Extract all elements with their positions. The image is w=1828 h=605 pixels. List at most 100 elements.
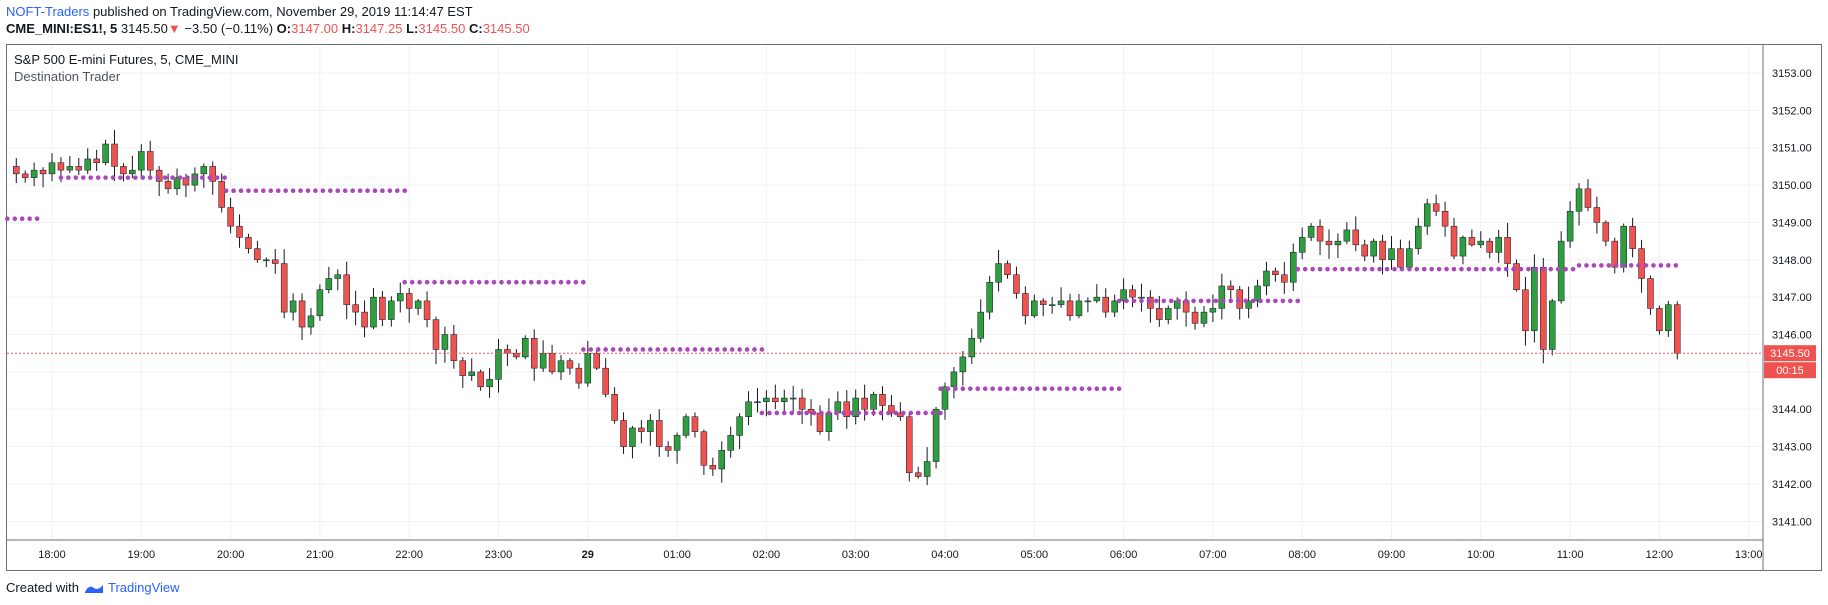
candle-body[interactable] <box>557 360 565 373</box>
candle-body[interactable] <box>30 169 38 178</box>
candle-body[interactable] <box>1441 210 1449 227</box>
candle-body[interactable] <box>146 151 154 171</box>
candle-body[interactable] <box>1477 240 1485 246</box>
candle-body[interactable] <box>629 427 636 447</box>
candle-body[interactable] <box>1298 237 1306 253</box>
candle-body[interactable] <box>932 408 940 462</box>
candle-body[interactable] <box>1048 304 1056 306</box>
candle-body[interactable] <box>923 461 931 477</box>
candle-body[interactable] <box>397 293 404 302</box>
candle-body[interactable] <box>334 274 342 279</box>
candle-body[interactable] <box>566 360 574 369</box>
candle-body[interactable] <box>995 263 1002 283</box>
candle-body[interactable] <box>209 166 216 182</box>
candle-body[interactable] <box>66 166 74 171</box>
candle-body[interactable] <box>575 367 583 384</box>
candle-body[interactable] <box>825 412 833 432</box>
candle-body[interactable] <box>1334 240 1342 246</box>
candle-body[interactable] <box>1584 188 1592 208</box>
candle-body[interactable] <box>129 169 136 175</box>
candle-body[interactable] <box>718 450 725 470</box>
candle-body[interactable] <box>1620 225 1627 268</box>
candle-body[interactable] <box>638 427 645 432</box>
candle-body[interactable] <box>1548 300 1556 350</box>
candle-body[interactable] <box>968 338 976 358</box>
candle-body[interactable] <box>593 352 600 369</box>
candle-body[interactable] <box>1647 278 1654 309</box>
candle-body[interactable] <box>1165 308 1172 320</box>
candle-body[interactable] <box>1236 289 1243 309</box>
candle-body[interactable] <box>370 296 377 328</box>
candle-body[interactable] <box>343 274 350 305</box>
candle-body[interactable] <box>1602 222 1610 242</box>
candle-body[interactable] <box>986 281 993 313</box>
candle-body[interactable] <box>548 352 556 373</box>
candle-body[interactable] <box>1031 300 1038 317</box>
candle-body[interactable] <box>602 367 609 395</box>
candle-body[interactable] <box>48 162 56 175</box>
candle-body[interactable] <box>1316 225 1324 242</box>
candle-body[interactable] <box>173 177 181 190</box>
candle-body[interactable] <box>1370 240 1377 257</box>
candle-body[interactable] <box>539 352 547 369</box>
candle-body[interactable] <box>459 360 467 376</box>
candle-body[interactable] <box>709 465 717 470</box>
candle-body[interactable] <box>405 293 413 309</box>
candle-body[interactable] <box>745 401 752 417</box>
candle-body[interactable] <box>379 296 386 320</box>
candle-body[interactable] <box>1022 293 1029 317</box>
candle-body[interactable] <box>620 420 627 447</box>
candle-body[interactable] <box>1486 240 1493 253</box>
candle-body[interactable] <box>1406 248 1413 268</box>
candle-body[interactable] <box>879 394 886 406</box>
candle-body[interactable] <box>914 472 922 477</box>
candle-body[interactable] <box>584 352 592 384</box>
candle-body[interactable] <box>1629 225 1636 249</box>
candle-body[interactable] <box>441 334 449 350</box>
candle-body[interactable] <box>789 397 797 400</box>
candle-body[interactable] <box>450 334 458 361</box>
candle-body[interactable] <box>1075 300 1083 317</box>
candle-body[interactable] <box>727 435 734 451</box>
candle-body[interactable] <box>1513 263 1520 290</box>
candle-body[interactable] <box>1566 210 1574 242</box>
candle-body[interactable] <box>272 259 279 264</box>
candle-body[interactable] <box>218 181 225 208</box>
candle-body[interactable] <box>691 416 699 432</box>
candle-body[interactable] <box>1200 311 1208 324</box>
candle-body[interactable] <box>870 394 877 410</box>
candle-body[interactable] <box>852 397 859 417</box>
candle-body[interactable] <box>1227 285 1235 290</box>
candle-body[interactable] <box>1379 240 1386 261</box>
candle-body[interactable] <box>84 158 91 171</box>
candle-body[interactable] <box>959 356 967 373</box>
candle-body[interactable] <box>1674 304 1681 354</box>
candle-body[interactable] <box>1504 237 1511 264</box>
candle-body[interactable] <box>1191 311 1199 324</box>
candle-body[interactable] <box>325 278 333 290</box>
author-link[interactable]: NOFT-Traders <box>6 4 90 19</box>
candle-body[interactable] <box>361 311 368 328</box>
candle-body[interactable] <box>200 166 208 175</box>
candle-body[interactable] <box>1138 296 1145 299</box>
candle-body[interactable] <box>1263 270 1270 287</box>
candle-body[interactable] <box>1459 237 1467 257</box>
candle-body[interactable] <box>1004 263 1011 276</box>
candle-body[interactable] <box>57 162 65 171</box>
candle-body[interactable] <box>781 397 788 403</box>
candle-body[interactable] <box>316 289 324 317</box>
candle-body[interactable] <box>906 416 913 474</box>
candle-body[interactable] <box>611 394 618 421</box>
candle-body[interactable] <box>289 300 297 313</box>
candle-body[interactable] <box>1281 274 1288 283</box>
candle-body[interactable] <box>1156 308 1163 320</box>
candle-body[interactable] <box>941 386 949 410</box>
candle-body[interactable] <box>1057 300 1065 305</box>
candle-body[interactable] <box>1361 244 1368 257</box>
candle-body[interactable] <box>1093 296 1101 302</box>
candle-body[interactable] <box>1397 248 1404 268</box>
candle-body[interactable] <box>280 263 288 313</box>
symbol-label[interactable]: CME_MINI:ES1!, 5 <box>6 21 118 36</box>
candle-body[interactable] <box>673 435 681 451</box>
